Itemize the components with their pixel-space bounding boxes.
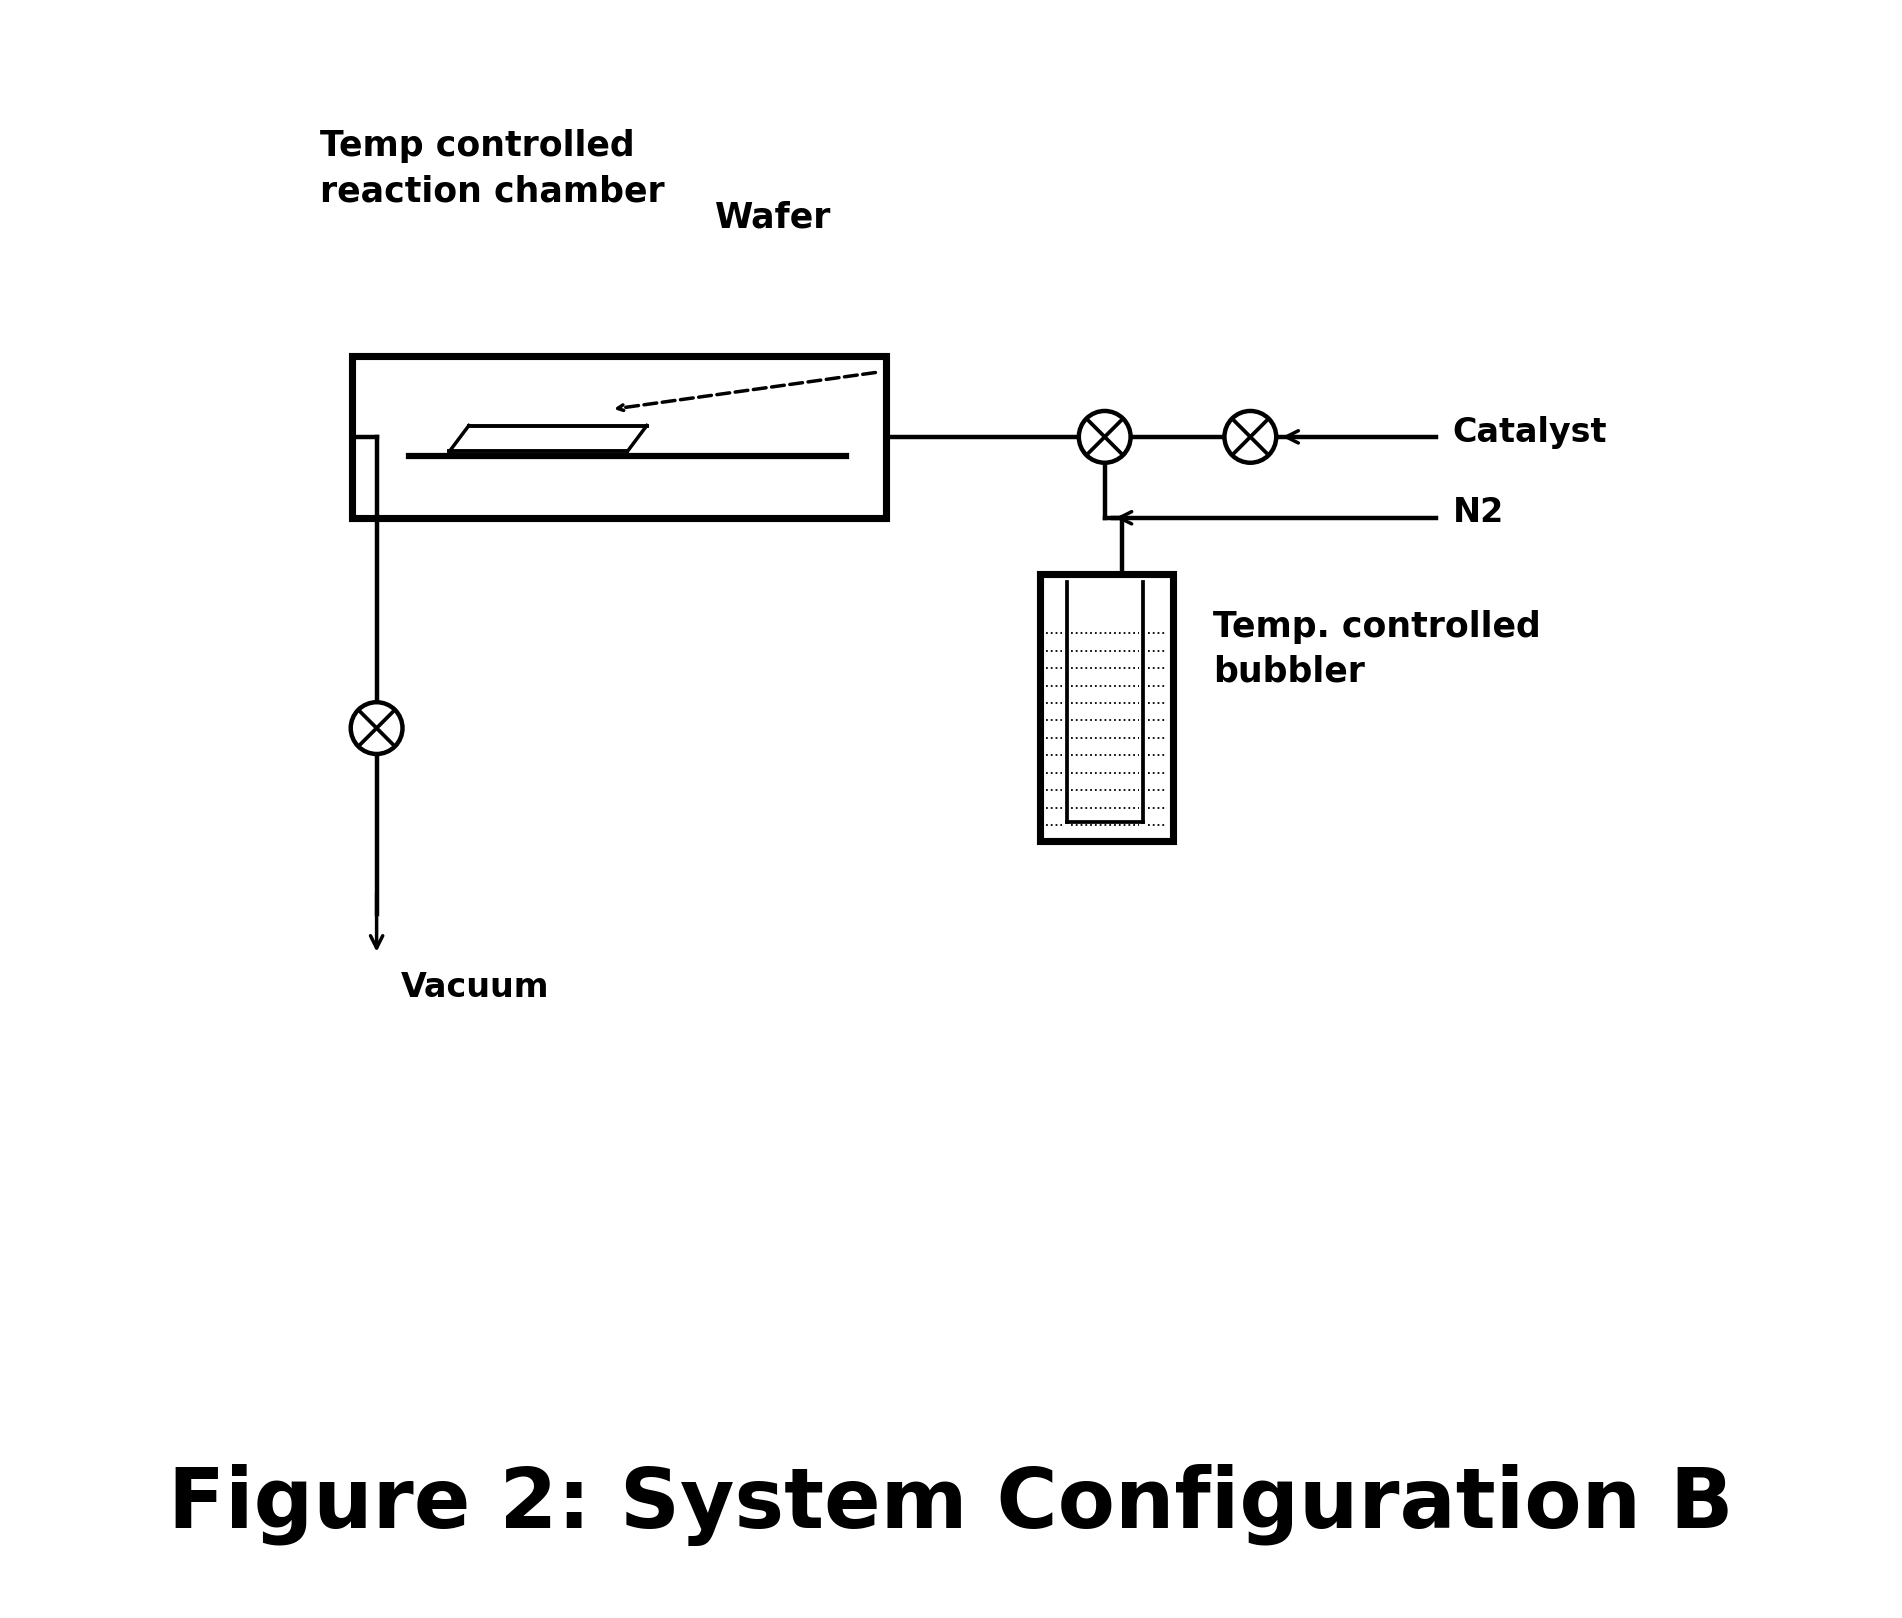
Circle shape xyxy=(1225,411,1276,463)
Text: Catalyst: Catalyst xyxy=(1453,416,1607,448)
Bar xyxy=(1040,574,1174,841)
Text: Temp. controlled
bubbler: Temp. controlled bubbler xyxy=(1213,610,1541,689)
Text: Wafer: Wafer xyxy=(715,201,831,235)
Bar xyxy=(352,356,886,518)
Text: N2: N2 xyxy=(1453,497,1504,529)
Text: Figure 2: System Configuration B: Figure 2: System Configuration B xyxy=(167,1464,1735,1545)
Text: Temp controlled
reaction chamber: Temp controlled reaction chamber xyxy=(320,129,664,209)
Text: Vacuum: Vacuum xyxy=(401,971,550,1003)
Circle shape xyxy=(350,702,403,754)
Circle shape xyxy=(1078,411,1130,463)
